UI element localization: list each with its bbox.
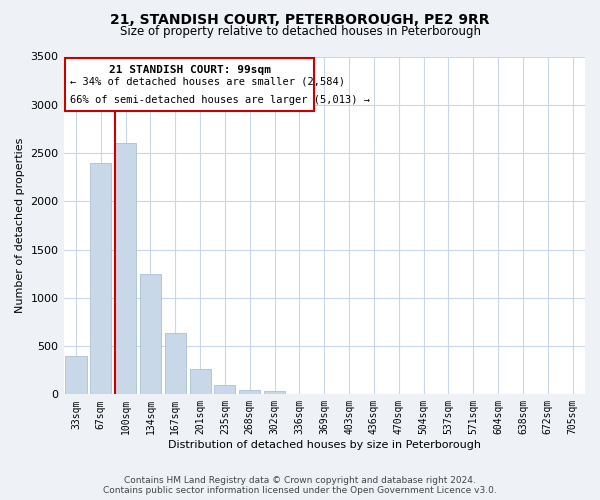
FancyBboxPatch shape xyxy=(65,58,314,110)
Text: ← 34% of detached houses are smaller (2,584): ← 34% of detached houses are smaller (2,… xyxy=(70,77,345,87)
Bar xyxy=(90,162,112,394)
Bar xyxy=(264,392,285,394)
Text: 21, STANDISH COURT, PETERBOROUGH, PE2 9RR: 21, STANDISH COURT, PETERBOROUGH, PE2 9R… xyxy=(110,12,490,26)
Y-axis label: Number of detached properties: Number of detached properties xyxy=(15,138,25,313)
Text: Contains HM Land Registry data © Crown copyright and database right 2024.
Contai: Contains HM Land Registry data © Crown c… xyxy=(103,476,497,495)
Bar xyxy=(165,332,186,394)
Text: Size of property relative to detached houses in Peterborough: Size of property relative to detached ho… xyxy=(119,25,481,38)
Bar xyxy=(239,390,260,394)
Bar xyxy=(115,144,136,394)
Bar xyxy=(214,384,235,394)
Bar xyxy=(65,356,86,395)
Bar xyxy=(190,369,211,394)
Text: 66% of semi-detached houses are larger (5,013) →: 66% of semi-detached houses are larger (… xyxy=(70,95,370,105)
Text: 21 STANDISH COURT: 99sqm: 21 STANDISH COURT: 99sqm xyxy=(109,65,271,75)
X-axis label: Distribution of detached houses by size in Peterborough: Distribution of detached houses by size … xyxy=(168,440,481,450)
Bar xyxy=(140,274,161,394)
